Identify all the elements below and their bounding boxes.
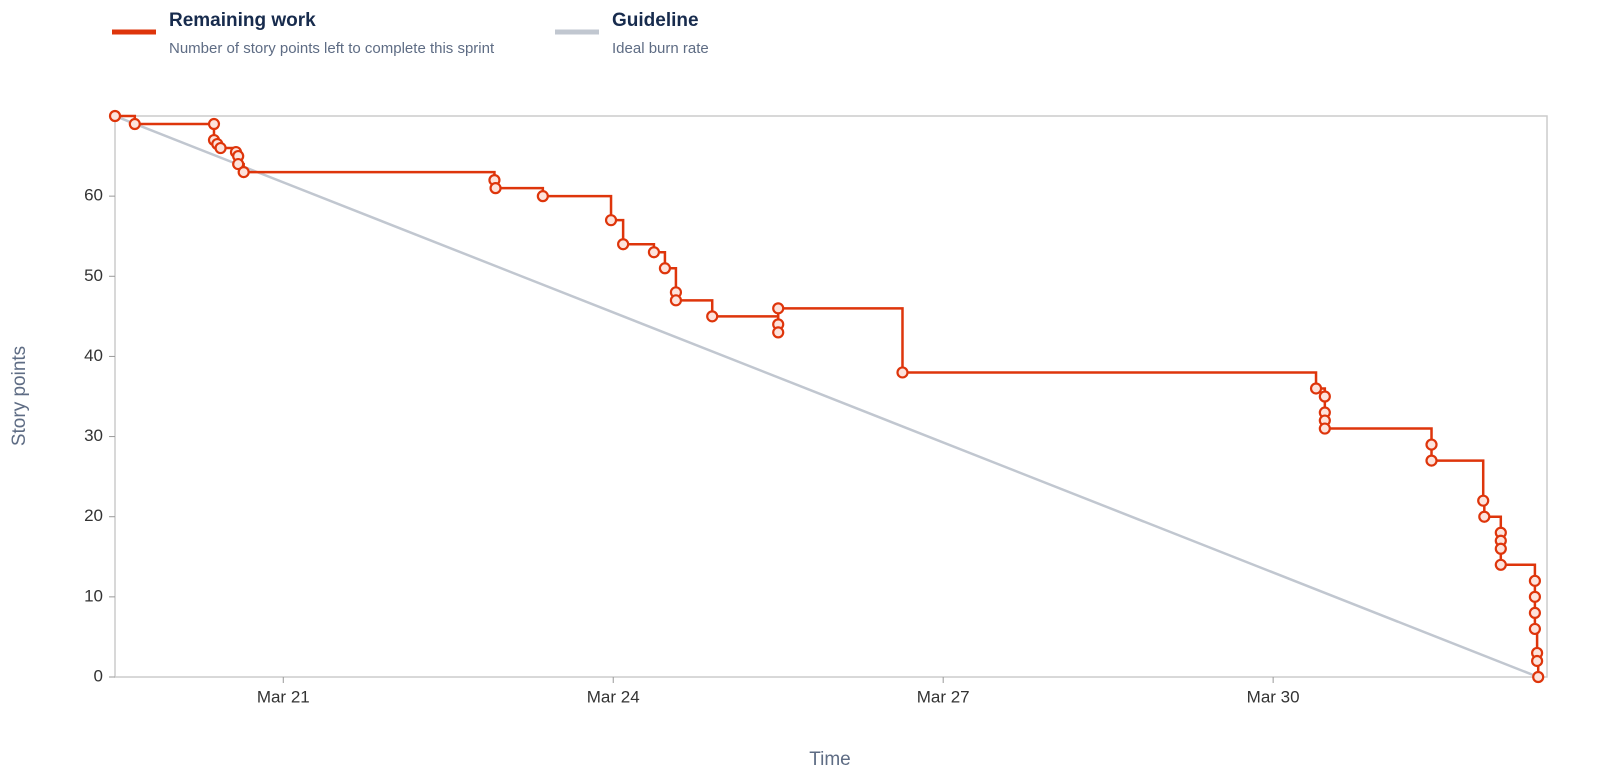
data-point — [772, 302, 785, 315]
y-tick-label: 30 — [84, 426, 103, 445]
data-point — [237, 166, 250, 179]
data-point — [1425, 438, 1438, 451]
data-point — [772, 326, 785, 339]
data-point — [1318, 422, 1331, 435]
y-tick-label: 0 — [94, 666, 103, 685]
legend-description: Number of story points left to complete … — [169, 40, 495, 57]
data-point — [207, 117, 221, 131]
data-point — [617, 238, 630, 251]
data-point — [489, 182, 502, 195]
data-point — [1494, 558, 1507, 571]
data-point — [1478, 510, 1491, 523]
y-tick-label: 40 — [84, 346, 103, 365]
plot-border — [114, 115, 1548, 678]
x-tick-label: Mar 24 — [587, 687, 640, 706]
data-point — [669, 294, 683, 307]
y-tick-label: 10 — [84, 586, 103, 605]
data-point — [1528, 574, 1542, 587]
data-point — [1477, 494, 1490, 507]
legend-description: Ideal burn rate — [612, 40, 709, 57]
data-point — [536, 190, 549, 203]
data-point — [1318, 390, 1331, 403]
legend-title: Guideline — [612, 10, 699, 31]
data-point — [604, 214, 618, 227]
data-point — [1528, 590, 1542, 603]
x-tick-label: Mar 30 — [1247, 687, 1300, 706]
data-point — [128, 117, 141, 131]
data-point — [647, 246, 661, 259]
y-tick-label: 20 — [84, 506, 103, 525]
data-point — [706, 310, 719, 323]
data-point — [896, 366, 909, 379]
y-tick-label: 50 — [84, 266, 103, 285]
guideline — [114, 114, 1539, 679]
x-tick-label: Mar 27 — [917, 687, 970, 706]
y-axis-label: Story points — [9, 346, 30, 446]
data-point — [1425, 454, 1438, 467]
y-tick-label: 60 — [84, 186, 103, 205]
data-point — [1528, 606, 1542, 619]
data-point — [1528, 622, 1542, 636]
data-point — [1531, 654, 1544, 668]
data-point — [214, 141, 227, 155]
data-point — [1494, 542, 1507, 555]
data-point — [658, 262, 672, 275]
data-point — [1309, 382, 1323, 395]
data-point — [108, 109, 122, 123]
data-point — [1532, 670, 1545, 684]
data-point — [232, 157, 245, 171]
legend-title: Remaining work — [169, 10, 316, 31]
x-axis-label: Time — [809, 749, 851, 770]
x-tick-label: Mar 21 — [257, 687, 310, 706]
